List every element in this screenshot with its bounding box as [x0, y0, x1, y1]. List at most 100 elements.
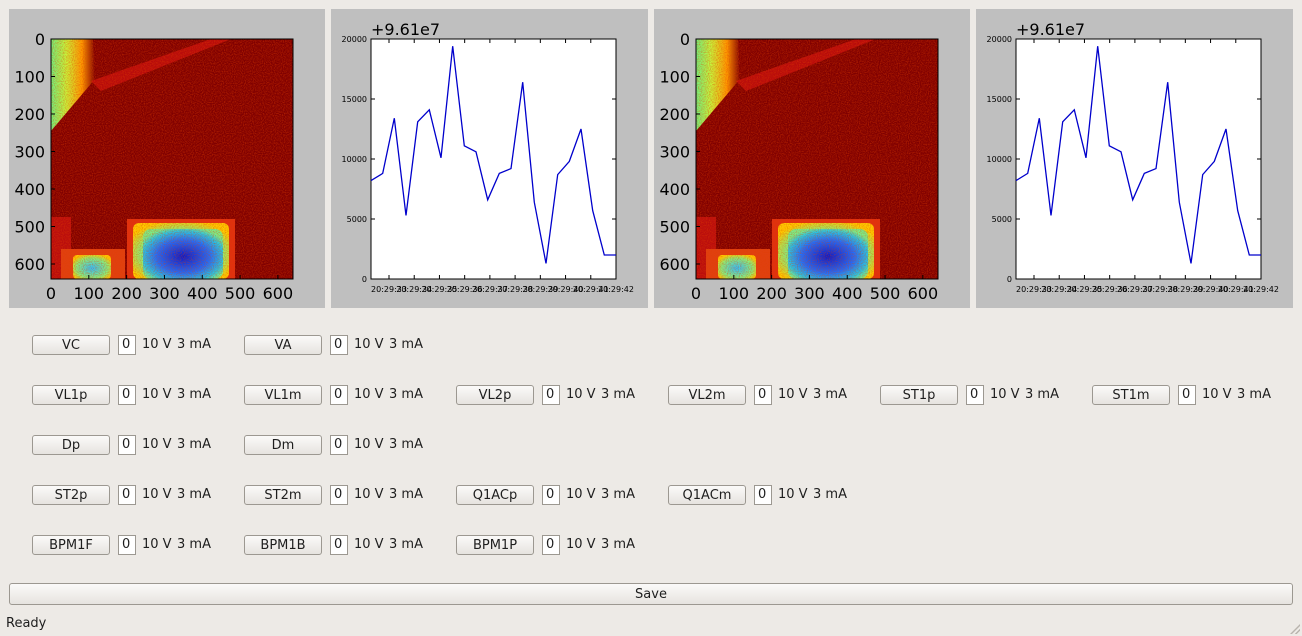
heatmap-x-tick-label: 600	[908, 284, 939, 303]
supply-value-input[interactable]: 0	[330, 435, 348, 455]
heatmap-x-tick-label: 500	[870, 284, 901, 303]
supply-value-input[interactable]: 0	[330, 485, 348, 505]
supply-value-input[interactable]: 0	[542, 535, 560, 555]
heatmap-y-tick-label: 100	[14, 68, 45, 87]
heatmap-panel-2: 0 100 200 300 400 500 600 0 100 200 300 400 500 600	[654, 9, 970, 308]
line-chart-x-tick-label: 20:29:36	[447, 285, 483, 294]
heatmap-x-tick-label: 300	[794, 284, 825, 303]
supply-button-q1acm[interactable]: Q1ACm	[668, 485, 746, 505]
supply-button-vl1m[interactable]: VL1m	[244, 385, 322, 405]
heatmap-y-tick-label: 100	[659, 68, 690, 87]
supply-button-vc[interactable]: VC	[32, 335, 110, 355]
supply-voltage-text: 10 V	[142, 487, 172, 502]
heatmap-y-tick-label: 400	[14, 180, 45, 199]
line-chart-x-tick-label: 20:29:37	[1117, 285, 1153, 294]
line-chart-x-tick-label: 20:29:33	[1016, 285, 1052, 294]
heatmap-x-tick-label: 400	[187, 284, 218, 303]
supply-voltage-text: 10 V	[1202, 387, 1232, 402]
supply-current-text: 3 mA	[389, 537, 423, 552]
supply-value-input[interactable]: 0	[118, 535, 136, 555]
supply-voltage-text: 10 V	[778, 487, 808, 502]
supply-value-input[interactable]: 0	[118, 385, 136, 405]
supply-current-text: 3 mA	[1237, 387, 1271, 402]
supply-value-input[interactable]: 0	[754, 385, 772, 405]
heatmap-frame	[50, 38, 294, 280]
heatmap-x-tick-label: 0	[691, 284, 701, 303]
supply-voltage-text: 10 V	[566, 537, 596, 552]
heatmap-x-tick-label: 100	[74, 284, 105, 303]
supply-button-vl1p[interactable]: VL1p	[32, 385, 110, 405]
supply-button-st2m[interactable]: ST2m	[244, 485, 322, 505]
line-chart-y-tick-label: 5000	[347, 215, 367, 224]
line-chart-offset-label: +9.61e7	[1016, 20, 1085, 39]
supply-value-input[interactable]: 0	[542, 485, 560, 505]
supply-button-dp[interactable]: Dp	[32, 435, 110, 455]
supply-value-input[interactable]: 0	[966, 385, 984, 405]
supply-current-text: 3 mA	[177, 487, 211, 502]
supply-button-va[interactable]: VA	[244, 335, 322, 355]
supply-button-st2p[interactable]: ST2p	[32, 485, 110, 505]
supply-current-text: 3 mA	[177, 387, 211, 402]
line-chart-x-tick-label: 20:29:38	[1142, 285, 1178, 294]
line-chart-series-line	[1015, 46, 1261, 264]
supply-voltage-text: 10 V	[142, 337, 172, 352]
heatmap-x-tick-label: 600	[263, 284, 294, 303]
supply-voltage-text: 10 V	[354, 337, 384, 352]
supply-value-input[interactable]: 0	[754, 485, 772, 505]
supply-voltage-text: 10 V	[142, 387, 172, 402]
line-chart-plot-area	[1015, 38, 1262, 280]
supply-button-st1p[interactable]: ST1p	[880, 385, 958, 405]
heatmap-y-tick-label: 300	[659, 143, 690, 162]
supply-button-bpm1p[interactable]: BPM1P	[456, 535, 534, 555]
supply-value-input[interactable]: 0	[118, 485, 136, 505]
supply-value-input[interactable]: 0	[118, 335, 136, 355]
save-button[interactable]: Save	[9, 583, 1293, 605]
heatmap-noise	[51, 39, 293, 279]
line-chart-x-tick-label: 20:29:41	[573, 285, 609, 294]
heatmap-x-tick-label: 0	[46, 284, 56, 303]
supply-value-input[interactable]: 0	[330, 535, 348, 555]
line-chart-x-tick-label: 20:29:35	[1066, 285, 1102, 294]
supply-button-vl2p[interactable]: VL2p	[456, 385, 534, 405]
line-chart-y-tick-label: 20000	[987, 35, 1012, 44]
heatmap-x-tick-label: 500	[225, 284, 256, 303]
supply-value-input[interactable]: 0	[118, 435, 136, 455]
supply-button-vl2m[interactable]: VL2m	[668, 385, 746, 405]
supply-voltage-text: 10 V	[354, 437, 384, 452]
line-chart-panel-1: +9.61e7 0 5000 10000 15000 20000 20:29:33 20:29…	[331, 9, 648, 308]
supply-button-q1acp[interactable]: Q1ACp	[456, 485, 534, 505]
line-chart-y-tick-label: 0	[362, 275, 367, 284]
heatmap-y-tick-label: 300	[14, 143, 45, 162]
heatmap-y-tick-label: 200	[14, 105, 45, 124]
line-chart-x-tick-label: 20:29:39	[522, 285, 558, 294]
heatmap-y-tick-label: 600	[659, 255, 690, 274]
supply-value-input[interactable]: 0	[1178, 385, 1196, 405]
heatmap-y-tick-label: 400	[659, 180, 690, 199]
supply-current-text: 3 mA	[177, 337, 211, 352]
supply-current-text: 3 mA	[389, 387, 423, 402]
line-chart-panel-2: +9.61e7 0 5000 10000 15000 20000 20:29:33 20:29…	[976, 9, 1293, 308]
heatmap-x-tick-label: 200	[756, 284, 787, 303]
line-chart-plot-area	[370, 38, 617, 280]
supply-value-input[interactable]: 0	[542, 385, 560, 405]
resize-grip-icon[interactable]	[1290, 624, 1300, 634]
supply-current-text: 3 mA	[389, 437, 423, 452]
line-chart-y-tick-label: 20000	[342, 35, 367, 44]
supply-value-input[interactable]: 0	[330, 385, 348, 405]
line-chart-y-tick-label: 5000	[992, 215, 1012, 224]
supply-value-input[interactable]: 0	[330, 335, 348, 355]
supply-voltage-text: 10 V	[354, 537, 384, 552]
supply-button-bpm1f[interactable]: BPM1F	[32, 535, 110, 555]
supply-current-text: 3 mA	[177, 537, 211, 552]
supply-button-dm[interactable]: Dm	[244, 435, 322, 455]
supply-button-st1m[interactable]: ST1m	[1092, 385, 1170, 405]
heatmap-y-tick-label: 600	[14, 255, 45, 274]
heatmap-panel-1: 0 100 200 300 400 500 600 0 100 200 300 400 500 600	[9, 9, 325, 308]
supply-current-text: 3 mA	[601, 487, 635, 502]
line-chart-x-tick-label: 20:29:39	[1167, 285, 1203, 294]
supply-button-bpm1b[interactable]: BPM1B	[244, 535, 322, 555]
status-bar-text: Ready	[6, 616, 47, 631]
line-chart-x-tick-label: 20:29:41	[1218, 285, 1254, 294]
supply-current-text: 3 mA	[813, 387, 847, 402]
